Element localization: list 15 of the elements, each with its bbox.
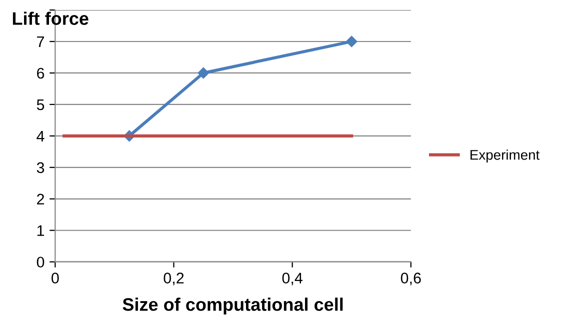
y-tick-label: 0 [36,256,44,268]
y-tick-label: 2 [37,194,44,204]
y-tick-label: 7 [37,36,44,48]
y-tick-label: 1 [37,225,44,236]
x-tick-label: 0,2 [164,272,184,286]
y-tick-label: 4 [36,130,44,142]
y-tick-label: 5 [36,99,44,110]
x-axis-title: Size of computational cell [122,298,343,314]
chart-title: Lift force [12,12,88,25]
y-tick-label: 6 [37,68,44,79]
legend-label: Experiment [470,150,540,163]
x-tick-label: 0 [52,272,59,284]
y-tick-label: 3 [36,162,44,174]
x-tick-label: 0,6 [400,272,421,286]
x-tick-label: 0,4 [282,272,302,286]
